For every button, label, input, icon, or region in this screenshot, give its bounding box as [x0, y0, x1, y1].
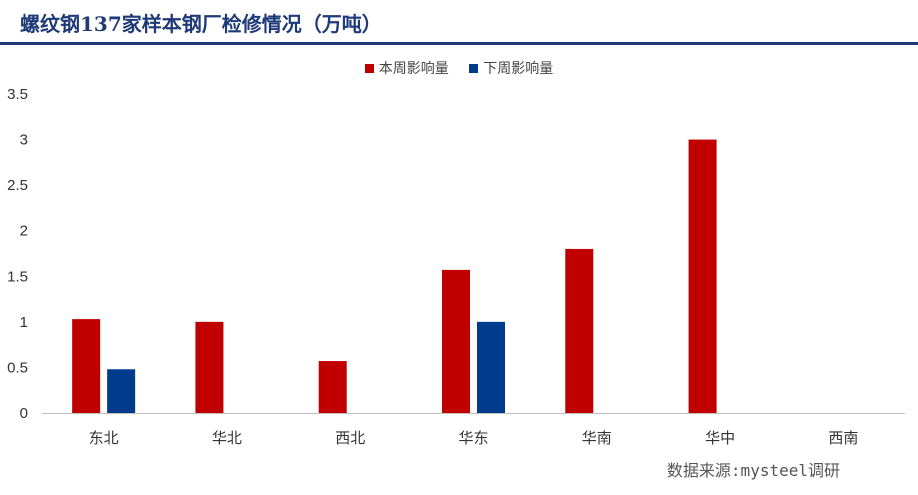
- x-tick-label: 华东: [458, 429, 488, 447]
- bar-this-week-1: [195, 321, 224, 413]
- y-tick-label: 3.5: [7, 86, 28, 103]
- x-tick-label: 西北: [335, 429, 365, 447]
- bar-this-week-3: [442, 269, 470, 413]
- y-tick-label: 1.5: [7, 268, 28, 285]
- x-tick-label: 华中: [705, 429, 735, 447]
- title-underline: [0, 42, 918, 45]
- legend-label-next-week: 下周影响量: [483, 61, 554, 77]
- y-tick-label: 0: [20, 405, 28, 422]
- y-tick-label: 0.5: [7, 359, 28, 376]
- x-tick-label: 东北: [89, 429, 119, 447]
- x-tick-label: 华南: [582, 429, 612, 447]
- title-bar: 螺纹钢137家样本钢厂检修情况（万吨）: [0, 0, 918, 46]
- legend: 本周影响量 下周影响量: [0, 58, 918, 78]
- x-tick-label: 华北: [212, 429, 242, 447]
- bar-this-week-0: [72, 319, 101, 413]
- chart-title: 螺纹钢137家样本钢厂检修情况（万吨）: [20, 12, 382, 36]
- y-tick-label: 2: [20, 223, 28, 240]
- legend-label-this-week: 本周影响量: [378, 61, 449, 77]
- legend-swatch-next-week: [469, 63, 479, 73]
- bar-next-week-3: [477, 321, 505, 413]
- bar-chart: 0 0.5 1 1.5 2 2.5 3 3.5 东北 华北 西北 华东 华南 华中 西南: [7, 86, 905, 447]
- legend-swatch-this-week: [364, 63, 374, 73]
- bar-this-week-4: [565, 248, 594, 413]
- legend-item-next-week: 下周影响量: [469, 58, 553, 78]
- y-tick-label: 3: [20, 132, 28, 149]
- bar-this-week-2: [318, 361, 347, 413]
- bar-next-week-0: [107, 369, 136, 413]
- bar-this-week-5: [688, 139, 717, 414]
- y-tick-label: 1: [20, 314, 28, 331]
- source-note: 数据来源:mysteel调研: [666, 461, 840, 480]
- y-tick-label: 2.5: [7, 177, 28, 194]
- legend-item-this-week: 本周影响量: [364, 58, 449, 78]
- x-tick-label: 西南: [828, 429, 858, 447]
